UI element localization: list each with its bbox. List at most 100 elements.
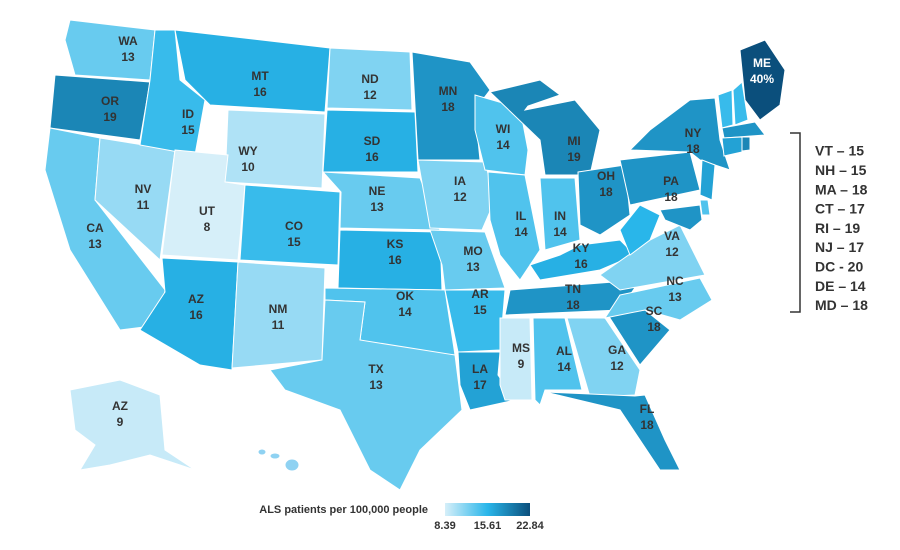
legend-tick-label: 15.61 [474, 520, 502, 532]
state-abbr: MS [512, 341, 530, 355]
state-value: 13 [370, 200, 384, 214]
state-value: 13 [369, 378, 383, 392]
state-shape [269, 299, 463, 491]
sidebar-item: RI – 19 [815, 220, 860, 236]
state-value: 16 [388, 253, 402, 267]
state-shape [532, 317, 583, 406]
state-shape [544, 391, 681, 471]
state-value: 12 [665, 245, 679, 259]
state-shape [499, 317, 533, 401]
island [269, 452, 281, 460]
state-abbr: OK [396, 289, 414, 303]
state-abbr: UT [199, 204, 216, 218]
sidebar-item: VT – 15 [815, 143, 864, 159]
state-abbr: WI [496, 122, 511, 136]
state-value: 16 [365, 150, 379, 164]
state-abbr: SD [364, 134, 381, 148]
state-abbr: ND [361, 72, 379, 86]
state-shape [539, 177, 581, 251]
state-value: 10 [241, 160, 255, 174]
state-value: 15 [473, 303, 487, 317]
state-abbr: AL [556, 344, 572, 358]
state-value: 14 [557, 360, 571, 374]
state-shape [417, 159, 496, 231]
state-value: 18 [599, 185, 613, 199]
state-shape [699, 159, 716, 201]
state-abbr: NV [135, 182, 152, 196]
state-abbr: PA [663, 174, 679, 188]
state-abbr: OH [597, 169, 615, 183]
state-abbr: TX [368, 362, 383, 376]
state-value: 18 [566, 298, 580, 312]
island [257, 448, 267, 456]
state-abbr: IN [554, 209, 566, 223]
state-value: 19 [567, 150, 581, 164]
state-value: 9 [518, 357, 525, 371]
state-abbr: SC [646, 304, 663, 318]
state-shape [326, 47, 413, 111]
state-abbr: OR [101, 94, 119, 108]
state-shape [699, 199, 711, 216]
island [284, 458, 300, 472]
state-value: 18 [640, 418, 654, 432]
state-value: 18 [686, 142, 700, 156]
state-abbr: AZ [188, 292, 204, 306]
state-value: 40% [750, 72, 774, 86]
state-shape [49, 74, 151, 141]
state-abbr: MI [567, 134, 580, 148]
state-shape [721, 121, 766, 139]
state-abbr: ME [753, 56, 771, 70]
state-abbr: ID [182, 107, 194, 121]
state-value: 14 [496, 138, 510, 152]
state-shape [619, 204, 661, 256]
state-value: 15 [287, 235, 301, 249]
state-abbr: MN [439, 84, 458, 98]
state-value: 19 [103, 110, 117, 124]
state-abbr: MT [251, 69, 269, 83]
sidebar-item: NJ – 17 [815, 239, 864, 255]
state-shape [322, 109, 419, 173]
state-abbr: AZ [112, 399, 128, 413]
state-value: 11 [272, 318, 285, 332]
state-value: 8 [204, 220, 211, 234]
state-abbr: AR [471, 287, 489, 301]
state-value: 9 [117, 415, 124, 429]
sidebar-item: DC - 20 [815, 259, 863, 275]
state-abbr: NM [269, 302, 288, 316]
sidebar-item: CT – 17 [815, 201, 865, 217]
state-value: 13 [466, 260, 480, 274]
state-abbr: CA [86, 221, 104, 235]
state-abbr: KS [387, 237, 404, 251]
state-value: 14 [398, 305, 412, 319]
state-value: 17 [473, 378, 487, 392]
state-abbr: MO [463, 244, 482, 258]
state-abbr: KY [573, 241, 590, 255]
state-value: 13 [668, 290, 682, 304]
state-abbr: VA [664, 229, 680, 243]
state-shape [488, 79, 601, 176]
state-value: 14 [553, 225, 567, 239]
state-abbr: LA [472, 362, 488, 376]
state-shape [566, 317, 641, 398]
state-shape [628, 97, 731, 171]
state-abbr: NY [685, 126, 702, 140]
state-abbr: WA [118, 34, 138, 48]
state-value: 16 [574, 257, 588, 271]
state-value: 18 [664, 190, 678, 204]
state-shape [139, 29, 206, 156]
state-value: 18 [647, 320, 661, 334]
legend-bar [445, 503, 530, 516]
state-value: 15 [181, 123, 195, 137]
state-abbr: IA [454, 174, 466, 188]
legend-tick-label: 22.84 [516, 520, 544, 532]
state-shape [429, 229, 506, 291]
state-shape [741, 136, 751, 152]
state-value: 18 [441, 100, 455, 114]
sidebar-item: NH – 15 [815, 162, 867, 178]
state-shape [174, 29, 331, 113]
state-abbr: CO [285, 219, 303, 233]
state-value: 13 [121, 50, 135, 64]
state-shape [64, 19, 156, 81]
legend-tick-label: 8.39 [434, 520, 455, 532]
